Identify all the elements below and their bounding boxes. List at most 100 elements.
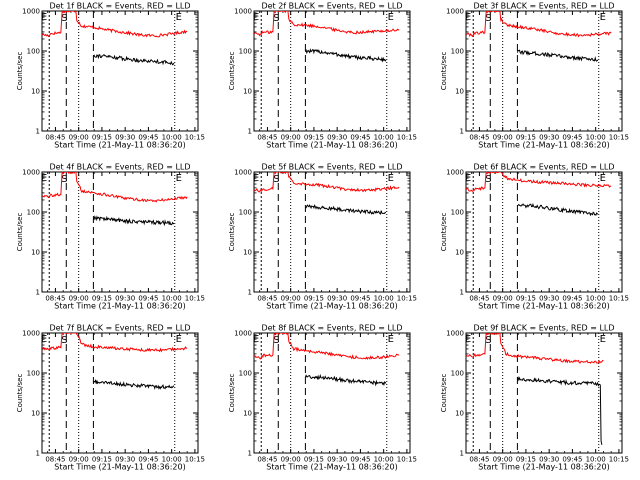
series-events-line xyxy=(516,375,603,445)
series-events-line xyxy=(517,202,599,217)
x-tick-label: 10:15 xyxy=(185,134,205,142)
marker-label-e: E xyxy=(600,12,606,23)
y-tick-label: 1 xyxy=(36,289,40,297)
series-events-line xyxy=(304,48,387,63)
series-events-line xyxy=(304,373,387,387)
x-tick-label: 09:30 xyxy=(115,134,135,142)
x-tick-label: 09:30 xyxy=(327,456,347,464)
x-tick-label: 10:00 xyxy=(162,134,182,142)
panel-det-8: Det 8f BLACK = Events, RED = LLD 1 10 100 10… xyxy=(228,324,417,472)
x-tick-label: 09:15 xyxy=(304,456,324,464)
panel-title: Det 8f BLACK = Events, RED = LLD xyxy=(261,324,402,333)
x-axis-label: Start Time (21-May-11 08:36:20) xyxy=(54,302,185,311)
panel-title: Det 7f BLACK = Events, RED = LLD xyxy=(49,324,190,333)
x-tick-label: 10:15 xyxy=(185,295,205,303)
series-lld-line xyxy=(254,172,400,193)
x-tick-label: 10:00 xyxy=(586,295,606,303)
y-axis-label: Counts/sec xyxy=(16,52,24,91)
x-tick-label: 08:45 xyxy=(469,295,489,303)
marker-label-e: E xyxy=(253,334,259,345)
x-tick-label: 10:15 xyxy=(609,295,629,303)
x-tick-label: 09:15 xyxy=(516,456,536,464)
x-tick-label: 09:45 xyxy=(138,134,158,142)
x-tick-label: 09:15 xyxy=(516,295,536,303)
plot-frame xyxy=(41,332,199,454)
x-axis-label: Start Time (21-May-11 08:36:20) xyxy=(266,141,397,150)
y-axis-label: Counts/sec xyxy=(440,52,448,91)
series-lld-line xyxy=(42,11,188,38)
panel-title: Det 5f BLACK = Events, RED = LLD xyxy=(261,163,402,172)
x-tick-label: 09:00 xyxy=(69,295,89,303)
panel-det-9: Det 9f BLACK = Events, RED = LLD 1 10 100 10… xyxy=(440,324,629,472)
marker-label-s: S xyxy=(273,174,279,185)
series-events-line xyxy=(92,379,175,390)
y-tick-label: 1000 xyxy=(446,8,464,16)
marker-label-e: E xyxy=(465,334,471,345)
marker-label-e: E xyxy=(465,173,471,184)
x-tick-label: 09:15 xyxy=(92,295,112,303)
x-tick-label: 08:45 xyxy=(469,134,489,142)
y-tick-label: 1 xyxy=(248,450,252,458)
x-tick-label: 09:00 xyxy=(281,134,301,142)
x-tick-label: 10:00 xyxy=(374,456,394,464)
x-tick-label: 09:30 xyxy=(327,134,347,142)
y-tick-label: 100 xyxy=(239,48,252,56)
x-tick-label: 09:15 xyxy=(516,134,536,142)
x-tick-label: 08:45 xyxy=(45,134,65,142)
x-tick-label: 09:00 xyxy=(69,456,89,464)
x-tick-label: 08:45 xyxy=(469,456,489,464)
marker-label-e: E xyxy=(253,173,259,184)
x-tick-label: 09:00 xyxy=(493,295,513,303)
plot-frame xyxy=(253,10,411,132)
x-tick-label: 09:45 xyxy=(562,456,582,464)
panel-title: Det 9f BLACK = Events, RED = LLD xyxy=(473,324,614,333)
marker-label-e: E xyxy=(41,173,47,184)
x-axis-label: Start Time (21-May-11 08:36:20) xyxy=(478,463,609,472)
x-axis-label: Start Time (21-May-11 08:36:20) xyxy=(478,141,609,150)
plot-frame xyxy=(41,171,199,293)
panel-title: Det 1f BLACK = Events, RED = LLD xyxy=(49,2,190,11)
x-tick-label: 10:15 xyxy=(397,134,417,142)
x-tick-label: 10:00 xyxy=(374,295,394,303)
series-lld-line xyxy=(254,11,400,37)
x-tick-label: 09:30 xyxy=(539,134,559,142)
y-tick-label: 100 xyxy=(239,209,252,217)
marker-label-e: E xyxy=(176,12,182,23)
y-axis-label: Counts/sec xyxy=(228,52,236,91)
y-tick-label: 10 xyxy=(455,410,464,418)
x-tick-label: 10:15 xyxy=(609,134,629,142)
x-tick-label: 08:45 xyxy=(257,134,277,142)
x-axis-label: Start Time (21-May-11 08:36:20) xyxy=(266,463,397,472)
x-tick-label: 09:15 xyxy=(92,134,112,142)
marker-label-e: E xyxy=(465,12,471,23)
y-tick-label: 100 xyxy=(239,370,252,378)
x-axis-label: Start Time (21-May-11 08:36:20) xyxy=(478,302,609,311)
plot-frame xyxy=(253,171,411,293)
x-tick-label: 10:15 xyxy=(397,295,417,303)
x-tick-label: 09:15 xyxy=(304,295,324,303)
panel-det-7: Det 7f BLACK = Events, RED = LLD 1 10 100 10… xyxy=(16,324,205,472)
y-tick-label: 1000 xyxy=(22,8,40,16)
x-tick-label: 09:30 xyxy=(115,456,135,464)
x-tick-label: 10:00 xyxy=(162,456,182,464)
y-tick-label: 1 xyxy=(460,450,464,458)
panel-det-2: Det 2f BLACK = Events, RED = LLD 1 10 100 10… xyxy=(228,2,417,150)
series-lld-line xyxy=(466,333,604,364)
panel-det-4: Det 4f BLACK = Events, RED = LLD 1 10 100 10… xyxy=(16,163,205,311)
panel-det-3: Det 3f BLACK = Events, RED = LLD 1 10 100 10… xyxy=(440,2,629,150)
plot-frame xyxy=(41,10,199,132)
marker-label-e: E xyxy=(388,12,394,23)
panel-title: Det 3f BLACK = Events, RED = LLD xyxy=(473,2,614,11)
x-tick-label: 09:30 xyxy=(327,295,347,303)
panel-det-1: Det 1f BLACK = Events, RED = LLD 1 10 100 10… xyxy=(16,2,205,150)
marker-label-e: E xyxy=(388,173,394,184)
x-tick-label: 10:15 xyxy=(397,456,417,464)
y-axis-label: Counts/sec xyxy=(228,213,236,252)
marker-label-e: E xyxy=(388,334,394,345)
series-lld-line xyxy=(42,333,188,353)
y-tick-label: 1 xyxy=(248,289,252,297)
marker-label-s: S xyxy=(61,174,67,185)
x-tick-label: 10:00 xyxy=(162,295,182,303)
x-axis-label: Start Time (21-May-11 08:36:20) xyxy=(54,141,185,150)
y-axis-label: Counts/sec xyxy=(440,374,448,413)
